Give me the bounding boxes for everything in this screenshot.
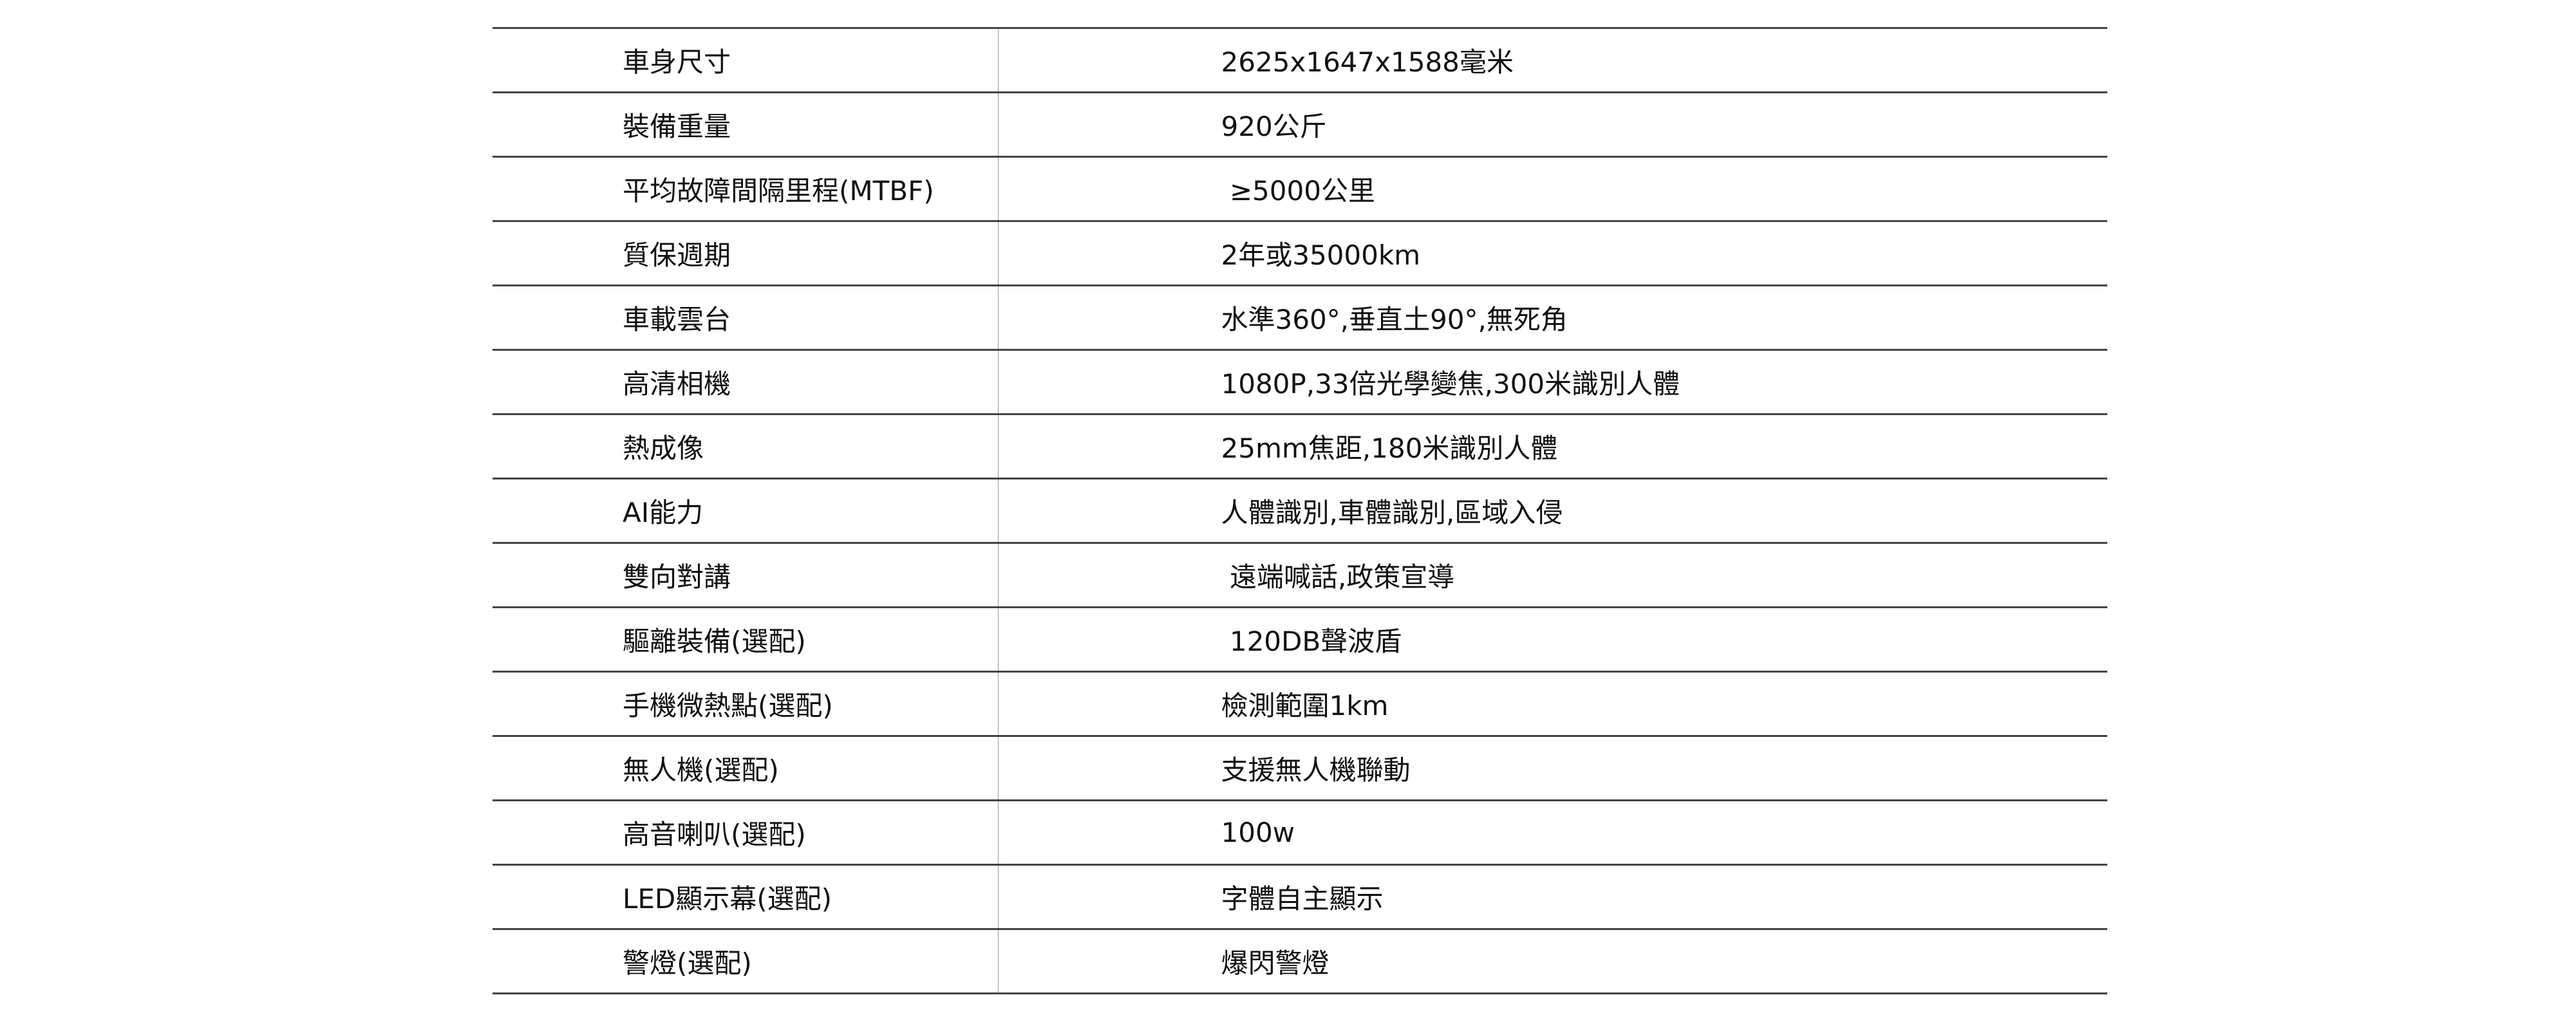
spec-value: 水準360°,垂直土90°,無死角 [998, 284, 2107, 350]
spec-value: 字體自主顯示 [998, 864, 2107, 929]
spec-value: 爆閃警燈 [998, 928, 2107, 994]
spec-value: 120DB聲波盾 [998, 606, 2107, 672]
spec-label: AI能力 [493, 478, 999, 543]
spec-label: 平均故障間隔里程(MTBF) [493, 156, 999, 221]
spec-label: 高清相機 [493, 349, 999, 414]
spec-row: 驅離裝備(選配) 120DB聲波盾 [493, 606, 2107, 672]
spec-value: 2625x1647x1588毫米 [998, 27, 2107, 93]
spec-row: 熱成像 25mm焦距,180米識別人體 [493, 413, 2107, 479]
spec-value: ≥5000公里 [998, 156, 2107, 221]
spec-label: 警燈(選配) [493, 928, 999, 994]
spec-row: 質保週期 2年或35000km [493, 220, 2107, 286]
spec-value: 1080P,33倍光學變焦,300米識別人體 [998, 349, 2107, 414]
spec-row: 無人機(選配) 支援無人機聯動 [493, 735, 2107, 801]
spec-label: 裝備重量 [493, 91, 999, 157]
spec-row: 車身尺寸 2625x1647x1588毫米 [493, 27, 2107, 93]
spec-value: 100w [998, 799, 2107, 865]
spec-label: 手機微熱點(選配) [493, 671, 999, 736]
spec-value: 920公斤 [998, 91, 2107, 157]
spec-label: 無人機(選配) [493, 735, 999, 801]
spec-value: 遠端喊話,政策宣導 [998, 542, 2107, 608]
spec-row: 警燈(選配) 爆閃警燈 [493, 928, 2107, 994]
spec-label: 車身尺寸 [493, 27, 999, 93]
spec-label: 驅離裝備(選配) [493, 606, 999, 672]
spec-row: 雙向對講 遠端喊話,政策宣導 [493, 542, 2107, 608]
spec-row: 手機微熱點(選配) 檢測範圍1km [493, 671, 2107, 736]
spec-row: 高清相機 1080P,33倍光學變焦,300米識別人體 [493, 349, 2107, 414]
spec-value: 25mm焦距,180米識別人體 [998, 413, 2107, 479]
spec-label: 雙向對講 [493, 542, 999, 608]
spec-row: AI能力 人體識別,車體識別,區域入侵 [493, 478, 2107, 543]
spec-label: LED顯示幕(選配) [493, 864, 999, 929]
spec-value: 檢測範圍1km [998, 671, 2107, 736]
spec-value: 人體識別,車體識別,區域入侵 [998, 478, 2107, 543]
spec-label: 高音喇叭(選配) [493, 799, 999, 865]
spec-value: 支援無人機聯動 [998, 735, 2107, 801]
spec-table: 車身尺寸 2625x1647x1588毫米 裝備重量 920公斤 平均故障間隔里程(MT… [493, 27, 2107, 994]
spec-rows: 車身尺寸 2625x1647x1588毫米 裝備重量 920公斤 平均故障間隔里程(MT… [493, 27, 2107, 994]
spec-row: LED顯示幕(選配) 字體自主顯示 [493, 864, 2107, 929]
spec-row: 車載雲台 水準360°,垂直土90°,無死角 [493, 284, 2107, 350]
spec-value: 2年或35000km [998, 220, 2107, 286]
spec-row: 裝備重量 920公斤 [493, 91, 2107, 157]
spec-row: 平均故障間隔里程(MTBF) ≥5000公里 [493, 156, 2107, 221]
spec-label: 熱成像 [493, 413, 999, 479]
spec-label: 車載雲台 [493, 284, 999, 350]
spec-label: 質保週期 [493, 220, 999, 286]
spec-row: 高音喇叭(選配) 100w [493, 799, 2107, 865]
